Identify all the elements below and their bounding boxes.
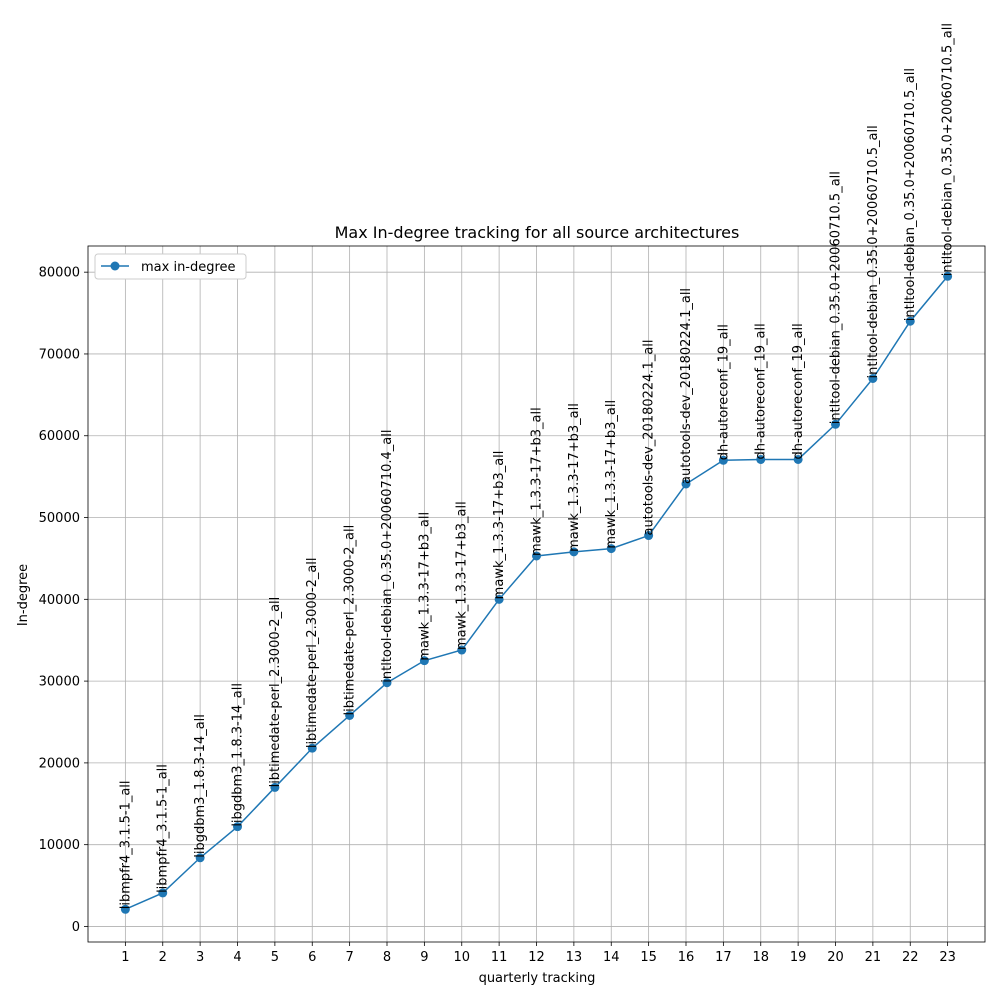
x-axis-label: quarterly tracking (479, 971, 596, 986)
point-annotation: dh-autoreconf_19_all (716, 324, 731, 460)
x-tick-label: 17 (715, 950, 732, 965)
data-point (644, 531, 654, 541)
legend-point-marker (110, 261, 120, 271)
y-tick-label: 70000 (39, 347, 80, 362)
data-point (307, 743, 317, 753)
x-tick-label: 19 (790, 950, 807, 965)
data-point (120, 904, 130, 914)
y-tick-label: 40000 (39, 593, 80, 608)
point-annotation: intltool-debian_0.35.0+20060710.5_all (829, 171, 844, 424)
point-annotation: mawk_1.3.3-17+b3_all (567, 403, 582, 552)
x-tick-label: 10 (453, 950, 470, 965)
point-annotation: intltool-debian_0.35.0+20060710.4_all (380, 430, 395, 683)
data-point (606, 544, 616, 554)
point-annotation: libgdbm3_1.8.3-14_all (193, 714, 208, 858)
point-annotation: mawk_1.3.3-17+b3_all (530, 407, 545, 556)
x-tick-label: 18 (752, 950, 769, 965)
x-tick-label: 6 (308, 950, 316, 965)
point-annotation: libmpfr4_3.1.5-1_all (156, 764, 171, 893)
data-series (120, 271, 953, 914)
y-tick-label: 20000 (39, 756, 80, 771)
point-annotation: libtimedate-perl_2.3000-2_all (268, 597, 283, 788)
data-point (681, 479, 691, 489)
x-tick-label: 7 (345, 950, 353, 965)
data-point (532, 551, 541, 561)
x-tick-label: 14 (603, 950, 620, 965)
point-annotation: mawk_1.3.3-17+b3_all (417, 512, 432, 661)
point-annotation: intltool-debian_0.35.0+20060710.5_all (903, 68, 918, 321)
data-point (868, 373, 878, 383)
x-tick-label: 8 (383, 950, 391, 965)
data-point (718, 455, 728, 465)
x-tick-label: 2 (159, 950, 167, 965)
data-point (345, 710, 355, 720)
data-point (195, 853, 205, 863)
y-tick-label: 10000 (39, 838, 80, 853)
point-annotation: libtimedate-perl_2.3000-2_all (305, 557, 320, 748)
point-annotation: intltool-debian_0.35.0+20060710.5_all (866, 125, 881, 378)
point-annotation: autotools-dev_20180224.1_all (679, 288, 694, 484)
x-tick-label: 20 (827, 950, 844, 965)
x-tick-label: 22 (902, 950, 919, 965)
data-point (756, 454, 766, 464)
point-annotation: libtimedate-perl_2.3000-2_all (343, 525, 358, 716)
data-point (233, 822, 242, 832)
data-point (382, 678, 392, 688)
data-point (158, 888, 168, 898)
legend-box (94, 253, 247, 280)
data-point (943, 271, 953, 281)
x-tick-label: 21 (865, 950, 882, 965)
point-annotation: libmpfr4_3.1.5-1_all (118, 780, 133, 909)
legend-label: max in-degree (141, 260, 236, 275)
data-point (419, 656, 429, 666)
data-point (494, 594, 504, 604)
point-annotation: libgdbm3_1.8.3-14_all (231, 683, 246, 827)
x-tick-label: 13 (566, 950, 583, 965)
data-point (457, 645, 467, 655)
y-tick-label: 60000 (39, 429, 80, 444)
data-point (270, 782, 280, 792)
data-point (905, 316, 915, 326)
point-annotation: mawk_1.3.3-17+b3_all (492, 451, 507, 600)
x-tick-label: 4 (233, 950, 241, 965)
y-tick-label: 30000 (39, 675, 80, 690)
y-tick-label: 80000 (39, 266, 80, 281)
point-annotation: mawk_1.3.3-17+b3_all (604, 400, 619, 549)
x-tick-label: 12 (528, 950, 545, 965)
point-annotation: autotools-dev_20180224.1_all (642, 339, 657, 535)
x-tick-label: 16 (678, 950, 695, 965)
x-tick-label: 1 (121, 950, 129, 965)
point-annotation: intltool-debian_0.35.0+20060710.5_all (941, 23, 956, 276)
axes: 1 2 3 4 5 6 7 8 9 10 11 12 13 14 15 16 17 18 19 20 21 22 23010… (39, 245, 986, 965)
point-annotation: dh-autoreconf_19_all (791, 323, 806, 459)
x-tick-label: 23 (939, 950, 956, 965)
x-tick-label: 15 (640, 950, 657, 965)
x-tick-label: 9 (420, 950, 428, 965)
grid-lines (88, 246, 985, 942)
y-tick-label: 0 (72, 920, 80, 935)
y-tick-label: 50000 (39, 511, 80, 526)
x-tick-label: 5 (271, 950, 279, 965)
legend: max in-degree (94, 253, 247, 280)
point-annotation: dh-autoreconf_19_all (754, 323, 769, 459)
annotations: libmpfr4_3.1.5-1_all libmpfr4_3.1.5-1_all… (118, 23, 955, 909)
point-annotation: mawk_1.3.3-17+b3_all (455, 501, 470, 650)
data-point (569, 547, 579, 557)
data-point (831, 419, 840, 429)
chart-title: Max In-degree tracking for all source ar… (335, 223, 740, 242)
x-tick-label: 11 (491, 950, 508, 965)
x-tick-label: 3 (196, 950, 204, 965)
data-point (793, 454, 803, 464)
y-axis-label: In-degree (16, 564, 31, 626)
